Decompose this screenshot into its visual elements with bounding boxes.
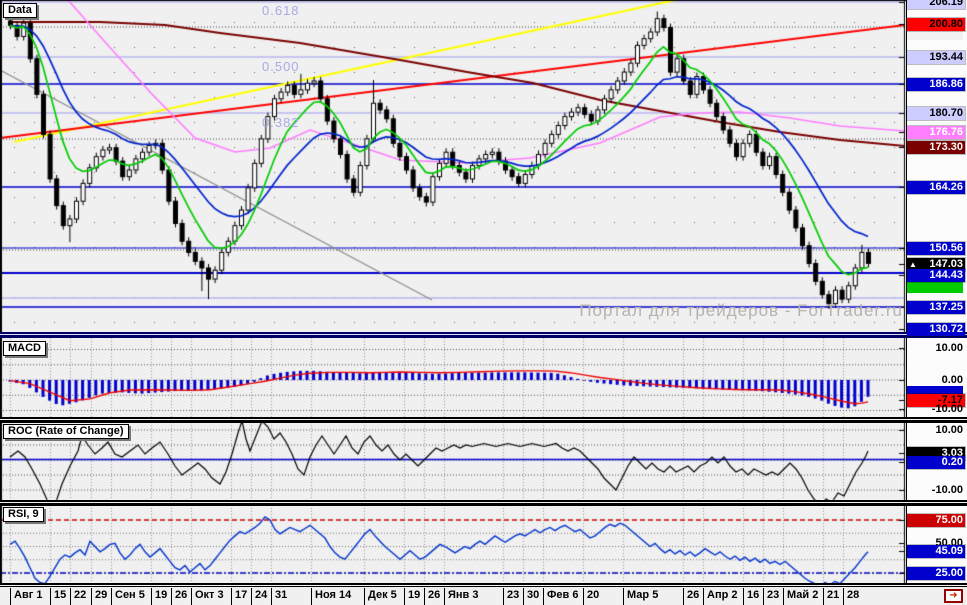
date-tick-label: 17 bbox=[235, 589, 248, 601]
date-tick bbox=[171, 588, 172, 605]
date-tick bbox=[523, 588, 524, 605]
price-axis-label: 186.86 bbox=[906, 77, 966, 92]
rsi-axis-label: 25.00 bbox=[906, 566, 966, 581]
rsi-axis-label: 75.00 bbox=[906, 513, 966, 528]
price-axis-label: 176.76 bbox=[906, 125, 966, 140]
indicator-label-macd[interactable]: MACD bbox=[3, 341, 46, 356]
date-tick bbox=[823, 588, 824, 605]
date-tick bbox=[763, 588, 764, 605]
price-axis-label: 137.25 bbox=[906, 300, 966, 315]
fib-level-label: 0.382 bbox=[262, 115, 300, 130]
date-tick bbox=[364, 588, 365, 605]
date-tick-label: 30 bbox=[527, 589, 540, 601]
panel-divider-rsi-axis[interactable] bbox=[0, 583, 967, 586]
date-tick bbox=[444, 588, 445, 605]
date-tick-label: 29 bbox=[95, 589, 108, 601]
date-tick-label: 15 bbox=[54, 589, 67, 601]
date-tick bbox=[783, 588, 784, 605]
date-tick bbox=[404, 588, 405, 605]
price-axis-label: 193.44 bbox=[906, 50, 966, 65]
roc-axis-label: 0.20 bbox=[906, 455, 966, 470]
date-tick-label: 23 bbox=[767, 589, 780, 601]
date-tick bbox=[583, 588, 584, 605]
date-tick bbox=[743, 588, 744, 605]
date-tick bbox=[843, 588, 844, 605]
date-tick bbox=[683, 588, 684, 605]
macd-axis-label: -10.00 bbox=[931, 403, 963, 415]
date-tick-label: 26 bbox=[175, 589, 188, 601]
date-tick bbox=[503, 588, 504, 605]
date-tick-label: 26 bbox=[428, 589, 441, 601]
macd-axis-label: -7.17 bbox=[906, 393, 966, 408]
date-tick bbox=[231, 588, 232, 605]
price-axis-label: ▲ 147.03 bbox=[906, 257, 966, 272]
roc-axis-label: -10.00 bbox=[931, 484, 963, 496]
date-tick bbox=[251, 588, 252, 605]
indicator-label-rsi[interactable]: RSI, 9 bbox=[3, 507, 44, 522]
date-tick-label: 23 bbox=[507, 589, 520, 601]
date-tick-label: Сен 5 bbox=[115, 589, 145, 601]
date-tick bbox=[111, 588, 112, 605]
date-tick bbox=[424, 588, 425, 605]
date-tick bbox=[50, 588, 51, 605]
date-tick bbox=[543, 588, 544, 605]
price-axis-label: 180.70 bbox=[906, 106, 966, 121]
indicator-label-data[interactable]: Data bbox=[3, 3, 37, 18]
date-axis: Авг 1 15 22 29 Сен 5 19 26 Окт 3 17 24 31 Ноя 14 Дек… bbox=[0, 586, 967, 605]
date-tick-label: Ноя 14 bbox=[315, 589, 352, 601]
date-tick bbox=[191, 588, 192, 605]
price-axis-label: 150.56 bbox=[906, 241, 966, 256]
scroll-right-button[interactable]: ➜ bbox=[944, 589, 963, 603]
date-tick bbox=[271, 588, 272, 605]
date-tick-label: Фев 6 bbox=[547, 589, 579, 601]
panel-divider-roc-rsi[interactable] bbox=[0, 500, 967, 506]
date-tick bbox=[311, 588, 312, 605]
price-axis-label: 173.30 bbox=[906, 140, 966, 155]
price-axis-label-partial bbox=[907, 280, 963, 293]
macd-axis-label: 10.00 bbox=[935, 342, 963, 354]
date-tick-label: Янв 3 bbox=[448, 589, 479, 601]
rsi-axis-label: 45.09 bbox=[906, 544, 966, 559]
date-tick-label: 20 bbox=[587, 589, 600, 601]
date-tick-label: 24 bbox=[255, 589, 268, 601]
macd-axis-label: 0.00 bbox=[941, 374, 963, 386]
date-tick-label: 28 bbox=[847, 589, 860, 601]
fib-level-label: 0.500 bbox=[262, 59, 300, 74]
date-tick-label: 31 bbox=[275, 589, 288, 601]
date-tick-label: Дек 5 bbox=[368, 589, 397, 601]
date-tick bbox=[623, 588, 624, 605]
panel-divider-main-macd[interactable] bbox=[0, 332, 967, 338]
date-tick-label: Апр 2 bbox=[707, 589, 738, 601]
date-tick bbox=[10, 588, 11, 605]
date-tick-label: 19 bbox=[155, 589, 168, 601]
price-axis-label: 144.43 bbox=[906, 268, 966, 283]
date-tick-label: Окт 3 bbox=[195, 589, 224, 601]
date-tick-label: Авг 1 bbox=[14, 589, 43, 601]
price-axis-label: 200.80 bbox=[906, 17, 966, 32]
date-tick-label: 19 bbox=[408, 589, 421, 601]
price-axis-label: 130.72 bbox=[906, 322, 966, 337]
last-price-arrow-icon: ▲ bbox=[909, 260, 917, 269]
indicator-label-roc[interactable]: ROC (Rate of Change) bbox=[3, 424, 129, 439]
date-tick-label: Мар 5 bbox=[627, 589, 659, 601]
date-tick bbox=[91, 588, 92, 605]
date-tick-label: 16 bbox=[747, 589, 760, 601]
date-tick-label: 26 bbox=[687, 589, 700, 601]
roc-axis-label: 10.00 bbox=[935, 424, 963, 436]
fib-level-label: 0.618 bbox=[262, 3, 300, 18]
date-tick-label: 22 bbox=[74, 589, 87, 601]
price-axis bbox=[906, 0, 967, 586]
date-tick-label: 21 bbox=[827, 589, 840, 601]
date-tick bbox=[703, 588, 704, 605]
panel-divider-macd-roc[interactable] bbox=[0, 417, 967, 423]
date-tick bbox=[70, 588, 71, 605]
price-axis-label: 164.26 bbox=[906, 180, 966, 195]
date-tick bbox=[151, 588, 152, 605]
price-axis-label: 206.19 bbox=[906, 0, 966, 10]
date-tick-label: Май 2 bbox=[787, 589, 819, 601]
watermark: Портал для трейдеров - ForTrader.ru bbox=[579, 301, 903, 320]
